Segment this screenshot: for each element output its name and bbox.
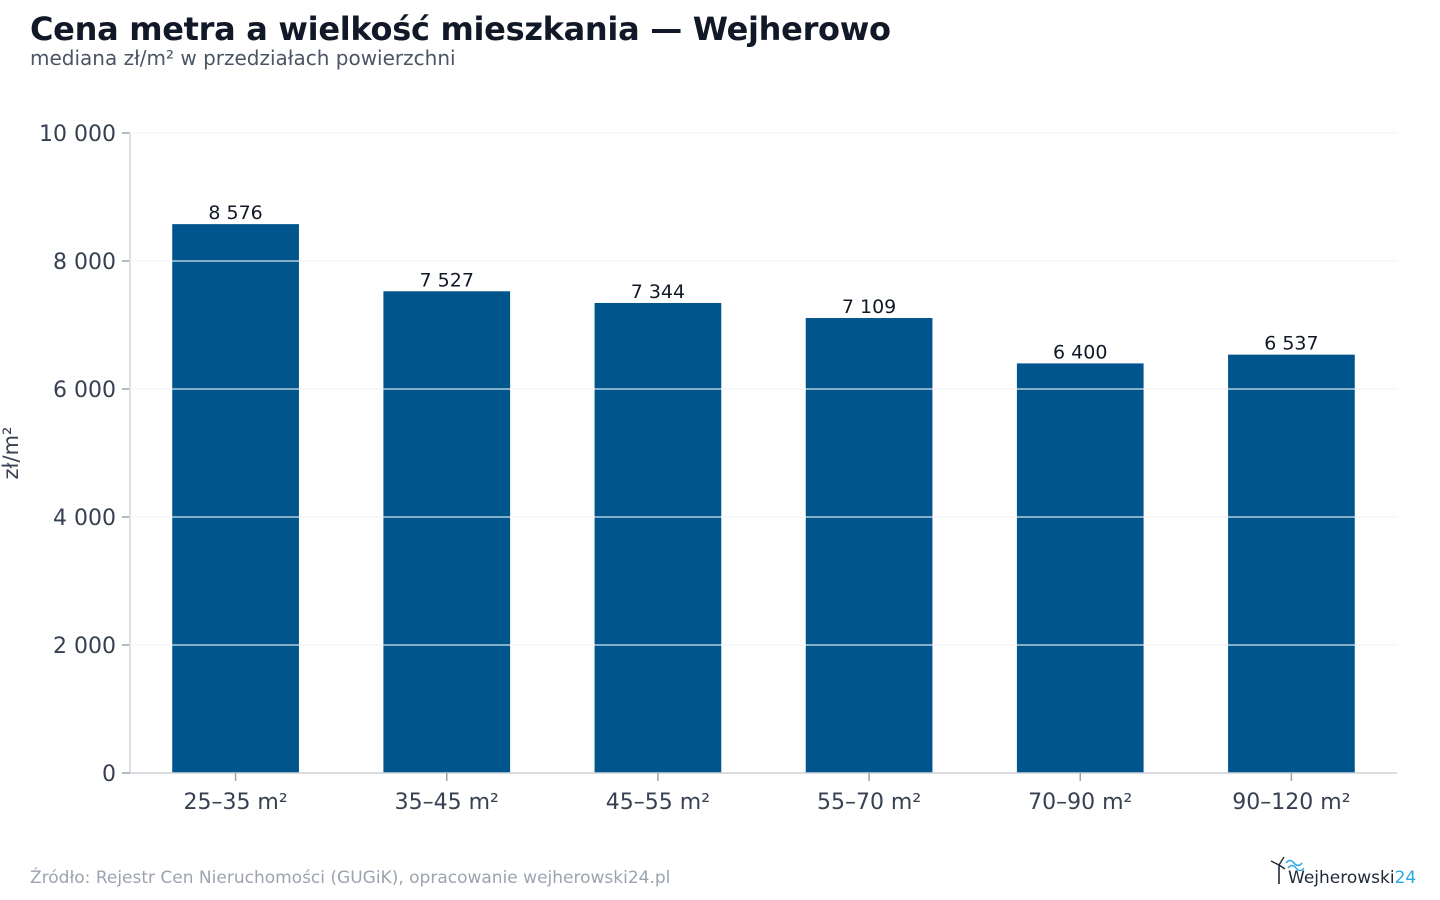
bar <box>805 318 933 773</box>
x-tick-label: 90–120 m² <box>1232 790 1350 815</box>
y-tick-label: 8 000 <box>53 250 116 275</box>
chart-subtitle: mediana zł/m² w przedziałach powierzchni <box>30 46 456 70</box>
x-tick-label: 70–90 m² <box>1028 790 1132 815</box>
x-tick-label: 25–35 m² <box>183 790 287 815</box>
data-label: 6 537 <box>1264 333 1318 355</box>
data-labels: 8 576 7 527 7 344 7 109 6 400 6 537 <box>130 132 1397 646</box>
y-tick-label: 6 000 <box>53 378 116 403</box>
chart-title: Cena metra a wielkość mieszkania — Wejhe… <box>30 10 891 48</box>
data-label: 8 576 <box>208 202 262 224</box>
y-tick-label: 10 000 <box>39 122 116 147</box>
bar <box>1016 363 1144 773</box>
y-tick-label: 4 000 <box>53 506 116 531</box>
y-tick-label: 2 000 <box>53 634 116 659</box>
bar <box>594 302 722 773</box>
data-label: 7 344 <box>631 281 685 303</box>
data-label: 7 109 <box>842 296 896 318</box>
data-label: 6 400 <box>1053 341 1107 363</box>
bar <box>383 291 511 773</box>
bar <box>172 224 299 774</box>
y-axis-label: zł/m² <box>0 427 23 480</box>
x-tick-label: 35–45 m² <box>395 790 499 815</box>
wejherowski24-logo: Wejherowski24 <box>1270 856 1416 888</box>
logo-suffix: 24 <box>1395 868 1417 888</box>
bars <box>172 224 1355 774</box>
x-tick-label: 45–55 m² <box>606 790 710 815</box>
axes: 0 2 000 4 000 6 000 8 000 10 000 25–35 m² 35–45… <box>39 122 1397 815</box>
logo-text: Wejherowski <box>1288 868 1395 888</box>
data-label: 7 527 <box>420 269 474 291</box>
bar <box>1228 354 1355 773</box>
x-tick-label: 55–70 m² <box>817 790 921 815</box>
source-note: Źródło: Rejestr Cen Nieruchomości (GUGiK… <box>30 868 671 888</box>
grid-lines <box>130 132 1397 774</box>
y-tick-label: 0 <box>102 762 116 787</box>
wind-turbine-wave-icon <box>1270 856 1305 884</box>
svg-text:Wejherowski24: Wejherowski24 <box>1288 868 1416 888</box>
